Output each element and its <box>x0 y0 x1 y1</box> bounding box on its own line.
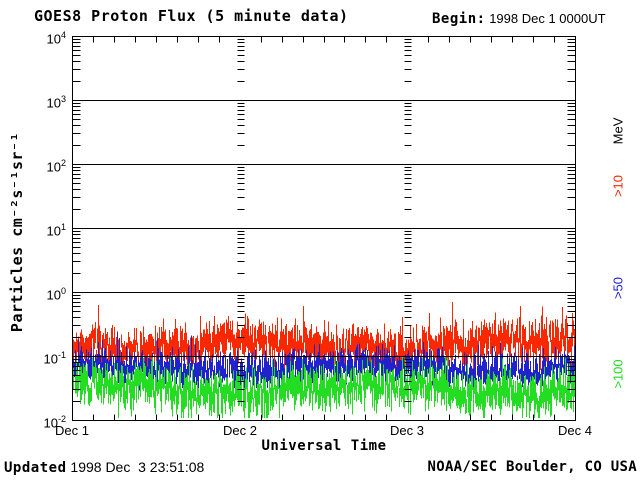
y-tick-label: 10-1 <box>43 350 66 367</box>
legend-series-gt50: >50 <box>610 276 626 300</box>
begin-timestamp: Begin: 1998 Dec 1 0000UT <box>432 11 606 27</box>
x-tick-label: Dec 3 <box>390 423 424 438</box>
y-tick-label: 100 <box>46 286 66 303</box>
y-tick-label: 102 <box>46 158 66 175</box>
x-tick-label: Dec 1 <box>55 423 89 438</box>
legend-unit-label: MeV <box>610 117 626 145</box>
y-tick-label: 101 <box>46 222 66 239</box>
begin-value: 1998 Dec 1 0000UT <box>485 11 606 26</box>
x-tick-label: Dec 4 <box>558 423 592 438</box>
x-tick-label: Dec 2 <box>223 423 257 438</box>
series-2-trace <box>73 356 575 419</box>
legend-series-gt10: >10 <box>610 174 626 198</box>
chart-title: GOES8 Proton Flux (5 minute data) <box>34 7 349 25</box>
data-layer <box>73 302 575 419</box>
updated-value: 1998 Dec 3 23:51:08 <box>66 459 205 475</box>
grid-layer <box>72 36 576 421</box>
updated-timestamp: Updated 1998 Dec 3 23:51:08 <box>4 459 204 476</box>
updated-label: Updated <box>4 460 67 476</box>
credit-text: NOAA/SEC Boulder, CO USA <box>427 459 637 475</box>
y-tick-label: 10-2 <box>43 414 66 431</box>
y-tick-label: 103 <box>46 94 66 111</box>
legend-series-gt100: >100 <box>610 359 626 389</box>
y-axis-title: Particles cm⁻²s⁻¹sr⁻¹ <box>8 131 26 333</box>
series-0-trace <box>73 302 575 370</box>
begin-label: Begin: <box>432 11 486 27</box>
x-axis-title: Universal Time <box>261 438 387 454</box>
y-tick-label: 104 <box>46 30 66 47</box>
